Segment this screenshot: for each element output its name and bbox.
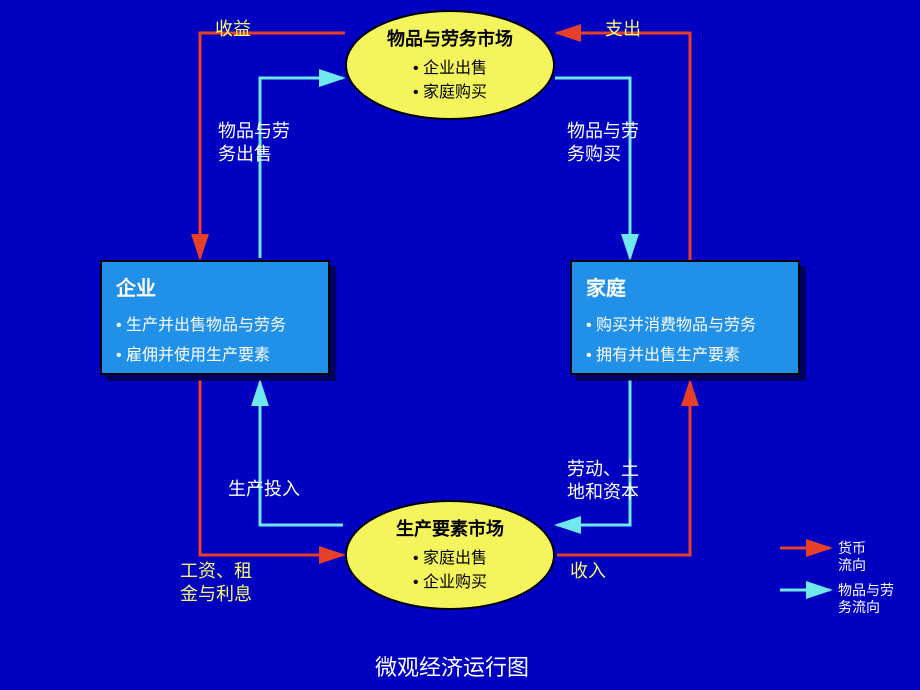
market-bullet: • 企业出售 bbox=[413, 57, 487, 81]
household-node: 家庭 • 购买并消费物品与劳务 • 拥有并出售生产要素 bbox=[570, 260, 800, 375]
legend-money-flow: 货币流向 bbox=[838, 540, 866, 574]
label-labor-land-capital: 劳动、土地和资本 bbox=[567, 458, 639, 505]
node-bullet: • 购买并消费物品与劳务 bbox=[586, 311, 784, 341]
label-production-input: 生产投入 bbox=[228, 478, 300, 501]
market-bullet: • 企业购买 bbox=[413, 571, 487, 595]
market-bullet: • 家庭出售 bbox=[413, 547, 487, 571]
node-bullet: • 拥有并出售生产要素 bbox=[586, 341, 784, 371]
node-bullet: • 生产并出售物品与劳务 bbox=[116, 311, 314, 341]
node-title: 企业 bbox=[116, 272, 314, 301]
label-income: 收入 bbox=[570, 560, 606, 583]
goods-services-market: 物品与劳务市场 • 企业出售 • 家庭购买 bbox=[345, 10, 555, 120]
market-title: 物品与劳务市场 bbox=[387, 25, 513, 51]
label-wages-rent-interest: 工资、租金与利息 bbox=[180, 560, 252, 607]
node-title: 家庭 bbox=[586, 272, 784, 301]
market-title: 生产要素市场 bbox=[396, 515, 504, 541]
label-goods-bought: 物品与劳务购买 bbox=[567, 120, 639, 167]
firm-node: 企业 • 生产并出售物品与劳务 • 雇佣并使用生产要素 bbox=[100, 260, 330, 375]
legend-goods-flow: 物品与劳务流向 bbox=[838, 582, 894, 616]
diagram-caption: 微观经济运行图 bbox=[375, 650, 529, 682]
market-bullet: • 家庭购买 bbox=[413, 81, 487, 105]
factors-market: 生产要素市场 • 家庭出售 • 企业购买 bbox=[345, 500, 555, 610]
label-revenue: 收益 bbox=[215, 18, 251, 41]
label-spending: 支出 bbox=[605, 18, 641, 41]
label-goods-sold: 物品与劳务出售 bbox=[218, 120, 290, 167]
node-bullet: • 雇佣并使用生产要素 bbox=[116, 341, 314, 371]
